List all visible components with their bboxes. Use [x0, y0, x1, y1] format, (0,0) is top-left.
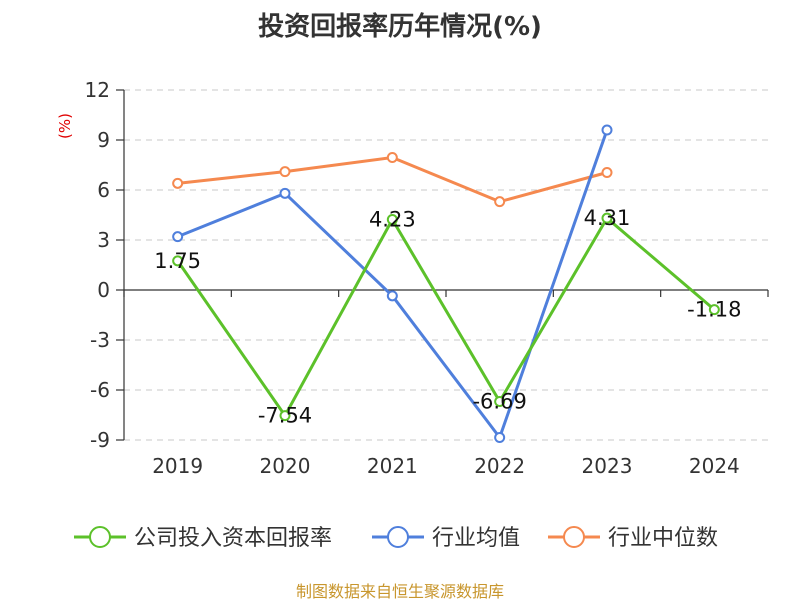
x-tick-label: 2019	[152, 454, 203, 478]
y-tick-label: -3	[90, 328, 110, 352]
y-axis-ticks: 12 9 6 3 0 -3 -6 -9	[85, 78, 124, 452]
data-point	[279, 410, 291, 422]
y-tick-label: -6	[90, 378, 110, 402]
data-label: -7.54	[258, 404, 312, 428]
y-tick-label: 3	[97, 228, 110, 252]
x-tick-label: 2020	[260, 454, 311, 478]
data-point	[494, 396, 506, 407]
data-point	[601, 167, 613, 178]
legend-label: 公司投入资本回报率	[134, 526, 332, 551]
y-axis-unit-label: (%)	[56, 113, 74, 139]
legend-item[interactable]: 行业均值	[372, 526, 520, 551]
data-point	[386, 214, 398, 225]
data-point	[601, 124, 613, 136]
legend-label: 行业中位数	[608, 526, 718, 551]
legend-marker	[89, 526, 111, 548]
x-tick-label: 2024	[689, 454, 740, 478]
data-point	[172, 177, 184, 189]
data-point	[172, 255, 184, 267]
data-source-note: 制图数据来自恒生聚源数据库	[295, 582, 504, 601]
data-point	[279, 187, 291, 199]
y-tick-label: -9	[90, 428, 110, 452]
y-tick-label: 12	[85, 78, 110, 102]
x-tick-label: 2022	[474, 454, 525, 478]
chart-title: 投资回报率历年情况(%)	[258, 12, 542, 42]
legend[interactable]: 公司投入资本回报率 行业均值 行业中位数	[74, 526, 718, 551]
legend-marker	[387, 526, 409, 548]
data-point	[279, 166, 291, 178]
axes: (%)	[56, 90, 769, 440]
legend-item[interactable]: 公司投入资本回报率	[74, 526, 332, 551]
data-label: -6.69	[472, 390, 526, 414]
series-group	[172, 124, 720, 443]
data-point	[386, 290, 398, 302]
x-axis-ticks: 2019 2020 2021 2022 2023 2024	[152, 454, 740, 478]
data-point	[708, 304, 720, 316]
data-point	[494, 196, 506, 208]
y-tick-label: 0	[97, 278, 110, 302]
data-labels: 1.75 -7.54 4.23 -6.69 4.31 -1.18	[154, 206, 741, 427]
gridlines	[124, 89, 768, 441]
legend-label: 行业均值	[432, 526, 520, 551]
data-point	[172, 231, 184, 243]
series-line	[177, 156, 608, 204]
y-tick-label: 9	[97, 128, 110, 152]
legend-item[interactable]: 行业中位数	[548, 526, 718, 551]
legend-marker	[563, 526, 585, 548]
x-tick-label: 2021	[367, 454, 418, 478]
data-point	[494, 432, 506, 443]
data-label: -1.18	[687, 298, 741, 322]
data-label: 4.31	[584, 206, 631, 230]
x-tick-label: 2023	[582, 454, 633, 478]
data-label: 4.23	[369, 208, 416, 232]
data-point	[386, 152, 398, 163]
data-point	[601, 212, 613, 224]
series-line	[176, 216, 716, 418]
y-tick-label: 6	[97, 178, 110, 202]
data-label: 1.75	[154, 249, 201, 273]
